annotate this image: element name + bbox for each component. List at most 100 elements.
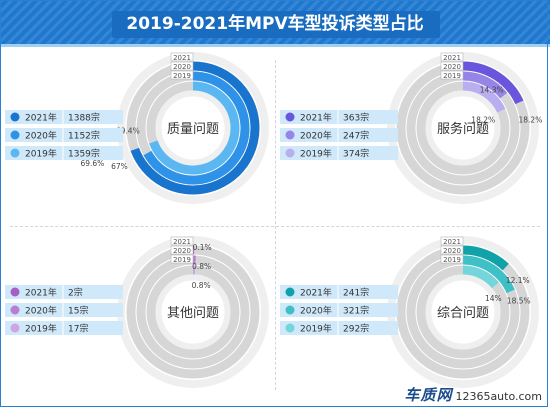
- data-label-2020: 67%: [111, 162, 128, 171]
- donut-arc-2019: [462, 265, 499, 289]
- legend-row-bg: [280, 321, 398, 335]
- legend-row-bg: [5, 303, 123, 317]
- donut-inner-rim: [155, 90, 231, 166]
- year-tag-2020: 2020: [443, 247, 461, 255]
- data-label-2020: 0.8%: [192, 262, 211, 271]
- legend-row-bg: [5, 110, 123, 124]
- legend-count: 363宗: [343, 112, 369, 124]
- data-label-2019: 0.8%: [192, 281, 211, 290]
- year-tag-box-2019: [170, 254, 194, 264]
- legend-count: 15宗: [68, 305, 88, 317]
- legend-year: 2020年: [300, 305, 332, 317]
- data-label-2019: 69.6%: [80, 159, 104, 168]
- donut-arc-2020: [143, 71, 250, 185]
- year-tag-2020: 2020: [443, 63, 461, 71]
- legend-year: 2019年: [300, 323, 332, 335]
- legend-year: 2019年: [300, 148, 332, 160]
- year-tag-box-2020: [440, 245, 464, 255]
- data-label-2020: 14.3%: [480, 86, 504, 95]
- legend-row-bg: [280, 285, 398, 299]
- donut-arc-2019: [149, 81, 240, 175]
- legend-row-bg: [5, 285, 123, 299]
- year-tag-2021: 2021: [173, 54, 191, 62]
- year-tag-box-2021: [170, 236, 194, 246]
- year-tag-2021: 2021: [173, 238, 191, 246]
- year-tag-2021: 2021: [443, 54, 461, 62]
- legend-year: 2021年: [300, 112, 332, 124]
- watermark-logo: 车质网: [404, 386, 453, 404]
- legend-count: 2宗: [68, 287, 83, 299]
- legend-count: 241宗: [343, 287, 369, 299]
- data-label-2020: 18.5%: [507, 296, 531, 305]
- legend-dot: [10, 148, 20, 158]
- legend-year: 2020年: [300, 130, 332, 142]
- data-label-2021: 12.1%: [506, 276, 530, 285]
- legend-dot: [285, 130, 295, 140]
- title-box: [112, 11, 440, 38]
- legend-year: 2021年: [300, 287, 332, 299]
- donut-inner-rim: [425, 274, 501, 350]
- year-tag-box-2019: [440, 254, 464, 264]
- data-label-2021: 0.1%: [193, 243, 212, 252]
- year-tag-box-2021: [440, 52, 464, 62]
- watermark: 车质网 12365auto.com: [404, 384, 542, 405]
- data-label-2019: 14%: [485, 294, 502, 303]
- legend-row-bg: [280, 303, 398, 317]
- legend-row-bg: [280, 128, 398, 142]
- legend-count: 247宗: [343, 130, 369, 142]
- donut-center-title: 服务问题: [437, 121, 489, 137]
- legend-count: 292宗: [343, 323, 369, 335]
- legend-dot: [285, 287, 295, 297]
- vertical-divider: [275, 60, 276, 390]
- legend-count: 17宗: [68, 323, 88, 335]
- donut-center-title: 综合问题: [437, 306, 489, 321]
- year-tag-box-2019: [170, 70, 194, 80]
- year-tag-box-2020: [170, 61, 194, 71]
- donut-inner-rim: [155, 274, 231, 350]
- data-label-2021: 69.4%: [116, 126, 140, 135]
- year-tag-2020: 2020: [173, 247, 191, 255]
- donut-arc-2020: [462, 71, 508, 99]
- legend-dot: [10, 305, 20, 315]
- legend-dot: [10, 287, 20, 297]
- year-tag-box-2020: [440, 61, 464, 71]
- donut-inner-rim: [425, 90, 501, 166]
- legend-dot: [285, 305, 295, 315]
- year-tag-2019: 2019: [443, 256, 461, 264]
- legend-year: 2021年: [25, 287, 57, 299]
- year-tag-box-2021: [440, 236, 464, 246]
- legend-dot: [285, 112, 295, 122]
- page-title: 2019-2021年MPV车型投诉类型占比: [126, 14, 424, 34]
- donut-arc-2019: [462, 81, 506, 113]
- legend-year: 2020年: [25, 130, 57, 142]
- year-tag-2020: 2020: [173, 63, 191, 71]
- legend-year: 2019年: [25, 323, 57, 335]
- legend-dot: [10, 130, 20, 140]
- legend-count: 1388宗: [68, 112, 100, 124]
- donut-arc-2021: [462, 245, 509, 271]
- legend-year: 2021年: [25, 112, 57, 124]
- legend-row-bg: [5, 146, 123, 160]
- legend-row-bg: [5, 321, 123, 335]
- legend-count: 1359宗: [68, 148, 100, 160]
- watermark-site: 12365auto.com: [455, 390, 542, 403]
- legend-year: 2019年: [25, 148, 57, 160]
- legend-count: 374宗: [343, 148, 369, 160]
- legend-dot: [285, 323, 295, 333]
- data-label-2019: 18.2%: [471, 116, 495, 125]
- legend-dot: [10, 112, 20, 122]
- donut-arc-2021: [462, 61, 524, 105]
- donut-arc-2020: [462, 255, 515, 294]
- year-tag-2021: 2021: [443, 238, 461, 246]
- legend-count: 1152宗: [68, 130, 100, 142]
- year-tag-box-2020: [170, 245, 194, 255]
- donut-center-title: 其他问题: [167, 306, 219, 321]
- legend-count: 321宗: [343, 305, 369, 317]
- legend-row-bg: [5, 128, 123, 142]
- legend-row-bg: [280, 146, 398, 160]
- donut-arc-2021: [130, 61, 260, 195]
- year-tag-2019: 2019: [173, 72, 191, 80]
- year-tag-box-2021: [170, 52, 194, 62]
- legend-row-bg: [280, 110, 398, 124]
